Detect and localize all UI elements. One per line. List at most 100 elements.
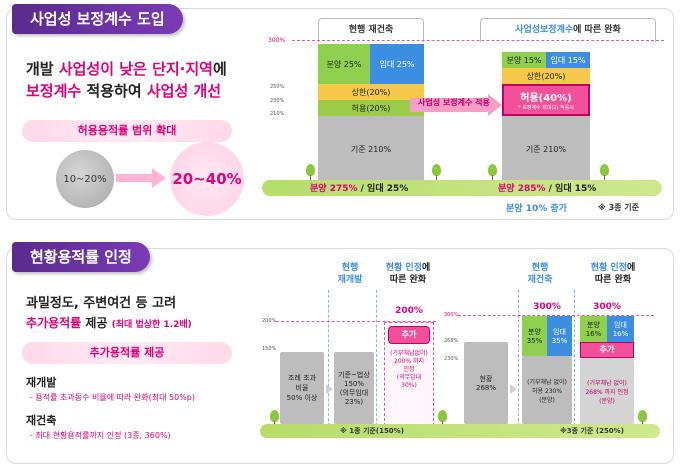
b6-top-label: 300% <box>593 302 621 312</box>
right-y-label-230: 230% <box>444 356 459 362</box>
ground-current-rent: / 임대 25% <box>357 184 409 194</box>
new-rent-segment: 임대 15% <box>546 52 590 68</box>
section1-ground <box>262 180 662 196</box>
redev-title: 재개발 <box>26 376 57 389</box>
range-from-value: 10~20% <box>63 173 107 185</box>
divider-line <box>328 290 329 426</box>
tree-icon <box>600 164 609 180</box>
headline-highlight: 사업성이 낮은 단지·지역 <box>58 60 213 78</box>
tree-icon <box>638 410 647 426</box>
range-from-circle: 10~20% <box>56 150 114 208</box>
divider-line <box>376 290 377 426</box>
hdr-redev-current: 현행 재개발 <box>337 263 363 285</box>
bldg-recon-current: (기부채납 없이) 허용 230% (분양) <box>522 356 572 424</box>
b6-add-badge: 추가 <box>580 342 634 358</box>
current-header-bracket <box>318 18 424 42</box>
hdr-redev-new-highlight: 현황 인정 <box>385 263 422 273</box>
tree-icon <box>270 410 279 426</box>
new-base-segment: 기준 210% <box>502 116 590 182</box>
hdr-recon-new-text: 에 따른 완화 <box>594 263 636 285</box>
new-sale-segment: 분양 15% <box>502 52 546 68</box>
hdr-recon-current: 현행 재건축 <box>527 263 553 285</box>
right-limit-line <box>458 315 654 316</box>
new-allow-segment: 허용(40%) * 보정계수 최대(2) 적용시 <box>502 84 590 116</box>
b6-rent-segment: 임대 16% <box>607 316 634 342</box>
headline-note: (최대 법상한 1.2배) <box>111 320 192 330</box>
arrow-icon <box>326 384 333 394</box>
current-rent-segment: 임대 25% <box>370 44 424 84</box>
b5-rent-segment: 임대 35% <box>547 316 572 356</box>
b6-sale-segment: 분양 16% <box>580 316 607 342</box>
section1-headline-line2: 보정계수 적용하여 사업성 개선 <box>26 80 221 101</box>
new-header-bracket <box>480 18 656 42</box>
b3-top-label: 200% <box>395 306 423 316</box>
hdr-recon-new: 현황 인정에 따른 완화 <box>576 262 650 286</box>
y-label-230: 230% <box>270 98 285 104</box>
headline-highlight: 추가용적률 <box>26 316 82 330</box>
headline-highlight: 사업성 개선 <box>146 82 222 100</box>
hdr-redev-new-text: 에 따른 완화 <box>389 263 431 285</box>
current-base-segment: 기준 210% <box>318 116 424 182</box>
left-limit-line <box>276 321 436 322</box>
new-allow-value: 허용(40%) <box>520 93 572 104</box>
limit-line-300 <box>292 40 664 41</box>
y-label-250: 250% <box>270 84 285 90</box>
y-label-300: 300% <box>268 37 286 44</box>
ground-new-sale: 분양 285% <box>498 184 546 194</box>
section2-headline-line2: 추가용적률 제공 (최대 법상한 1.2배) <box>26 314 192 331</box>
current-allow-segment: 허용(20%) <box>318 100 424 116</box>
tree-icon <box>306 164 315 180</box>
hdr-redev-new: 현황 인정에 따른 완화 <box>376 262 440 286</box>
section2-headline-line1: 과밀정도, 주변여건 등 고려 <box>26 296 177 311</box>
ground-right-note: ※3종 기준 (250%) <box>560 427 624 435</box>
new-upper-segment: 상한(20%) <box>502 68 590 84</box>
section2-ground <box>260 424 660 438</box>
recon-item: - 최대 현황용적률까지 인정 (3종, 360%) <box>30 431 171 440</box>
left-y-label-200: 200% <box>262 318 277 324</box>
current-header: 현행 재건축 <box>348 25 394 35</box>
new-allow-note: * 보정계수 최대(2) 적용시 <box>518 105 574 111</box>
current-sale-segment: 분양 25% <box>318 44 370 84</box>
new-header-text: 에 따른 완화 <box>573 25 621 35</box>
right-y-label-268: 268% <box>444 338 459 344</box>
range-to-value: 20~40% <box>172 170 242 188</box>
extra-header: 추가용적률 제공 <box>22 342 232 364</box>
b5-top-label: 300% <box>533 302 561 312</box>
bldg-redev-current: 기준~법상 150% (의무임대 23%) <box>334 352 374 424</box>
current-upper-segment: 상한(20%) <box>318 84 424 100</box>
b5-sale-segment: 분양 35% <box>522 316 547 356</box>
section1-title: 사업성 보정계수 도입 <box>12 4 183 34</box>
ground-new-rent: / 임대 15% <box>545 184 597 194</box>
headline-text: 적용하여 <box>81 82 147 100</box>
left-y-label-150: 150% <box>262 346 277 352</box>
headline-highlight: 보정계수 <box>26 82 82 100</box>
range-arrow-icon <box>116 168 166 188</box>
bldg-recon-status: 현황 268% <box>464 342 508 424</box>
ground-current-sale: 분양 275% <box>310 184 358 194</box>
divider-line <box>574 290 575 426</box>
right-y-label-300: 300% <box>444 312 459 318</box>
tree-icon <box>438 410 447 426</box>
arrow-icon <box>510 384 517 394</box>
tree-icon <box>432 164 441 180</box>
redev-item: - 용적률 초과동수 비율에 따라 완화(최대 50%p) <box>30 393 196 402</box>
new-header: 사업성보정계수에 따른 완화 <box>480 22 656 35</box>
b3-text: (기부채납없이) 200% 까지 인정 (의무임대 30%) <box>390 350 428 389</box>
hdr-recon-new-highlight: 현황 인정 <box>590 263 627 273</box>
range-header: 허용용적률 범위 확대 <box>22 120 232 142</box>
apply-arrow-icon <box>410 94 502 116</box>
range-to-circle: 20~40% <box>170 142 244 216</box>
headline-text: 개발 <box>26 60 59 78</box>
headline-text: 제공 <box>81 316 112 330</box>
increase-note: 분양 10% 증가 <box>506 204 567 214</box>
section2-title: 현황용적률 인정 <box>12 242 150 272</box>
apply-label: 사업성 보정계수 적용 <box>418 98 490 107</box>
ground-new-label: 분양 285% / 임대 15% <box>498 181 596 194</box>
class-note: ※ 3종 기준 <box>598 203 639 212</box>
b3-add-badge: 추가 <box>388 326 430 344</box>
new-header-highlight: 사업성보정계수 <box>515 25 574 35</box>
tree-icon <box>488 164 497 180</box>
bldg-redev-ratio: 조례 초과 비율 50% 이상 <box>280 352 324 424</box>
headline-text: 에 <box>212 60 227 78</box>
bldg-recon-new: (기부채납 없이) 268% 까지 인정 (분양) <box>580 358 634 424</box>
